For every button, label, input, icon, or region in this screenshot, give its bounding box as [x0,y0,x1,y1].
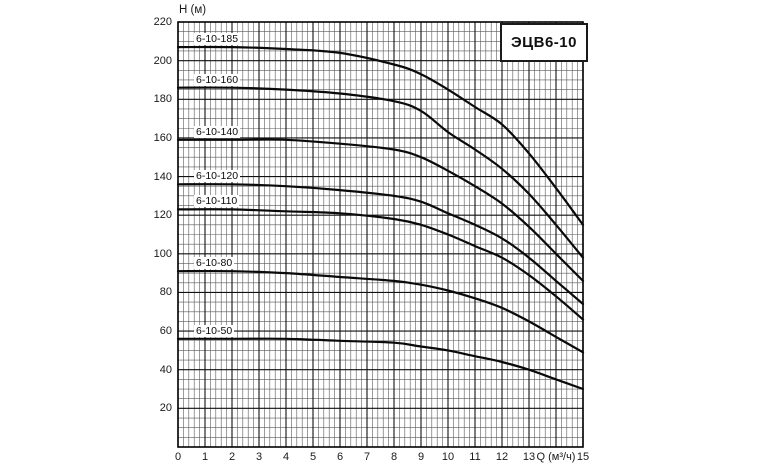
curve-label-6-10-185: 6-10-185 [194,33,241,46]
curve-label-6-10-110: 6-10-110 [194,195,240,208]
x-tick-label: 5 [309,451,317,463]
y-tick-label: 220 [153,16,172,28]
x-tick-label: 8 [390,451,398,463]
y-tick-label: 100 [153,247,172,260]
pump-curve-6-10-120 [176,183,585,306]
curve-label-6-10-140: 6-10-140 [194,125,241,138]
pump-curve-6-10-185 [176,45,585,226]
pump-curve-6-10-50 [176,337,585,391]
y-tick-label: 160 [153,131,172,144]
y-tick-label: 80 [159,286,172,299]
x-tick-label: 3 [255,451,263,463]
y-axis-title: Н (м) [179,4,207,16]
y-tick-label: 60 [159,325,172,338]
x-tick-label: 11 [469,451,481,463]
y-tick-label: 200 [153,54,172,67]
x-tick-label: 4 [282,451,290,463]
curve-label-6-10-50: 6-10-50 [194,324,235,337]
y-tick-label: 120 [153,209,172,222]
x-tick-label: 15 [576,451,590,463]
curve-label-6-10-160: 6-10-160 [194,73,241,86]
y-tick-label: 180 [153,93,172,106]
x-tick-label: 13 [522,451,536,463]
chart-title-box: ЭЦВ6-10 [500,23,588,62]
curve-label-6-10-80: 6-10-80 [194,257,235,270]
pump-curve-6-10-160 [176,86,585,259]
plot-frame [177,21,584,448]
x-tick-label: 6 [336,451,344,463]
x-tick-label: 2 [228,451,236,463]
y-tick-label: 140 [153,170,172,183]
x-tick-label: 1 [201,451,209,463]
grid-minor-lines [178,22,583,447]
curve-label-6-10-120: 6-10-120 [194,170,241,183]
chart-title: ЭЦВ6-10 [511,34,577,51]
x-tick-label: 12 [495,451,509,463]
x-tick-label: 10 [441,451,455,463]
pump-curve-6-10-110 [176,208,585,321]
x-tick-label: 9 [417,451,425,463]
y-tick-label: 40 [159,363,172,376]
x-axis-title: Q (м³/ч) [536,451,576,463]
y-tick-label: 20 [159,402,172,415]
x-tick-label: 7 [363,451,371,463]
pump-curve-6-10-80 [176,269,585,354]
x-tick-label: 0 [174,451,182,463]
pump-curve-6-10-140 [176,138,585,282]
